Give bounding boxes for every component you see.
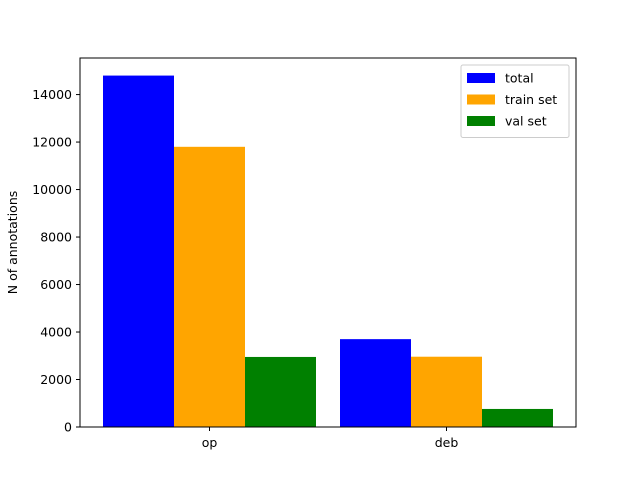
legend-label-train-set: train set	[505, 92, 557, 107]
y-tick-label: 14000	[32, 87, 72, 102]
bars-group	[103, 75, 553, 428]
bar-total-op	[103, 75, 174, 428]
bar-train-set-deb	[411, 356, 482, 427]
bar-val-set-op	[245, 356, 316, 427]
y-tick-label: 4000	[40, 325, 72, 340]
legend-swatch-total	[467, 73, 495, 83]
x-axis: op deb	[202, 427, 459, 450]
x-tick-label: deb	[435, 435, 459, 450]
bar-total-deb	[340, 339, 411, 427]
plot-frame	[79, 57, 577, 428]
bar-val-set-deb	[482, 408, 553, 427]
bar-train-set-op	[174, 146, 245, 427]
legend-swatch-val-set	[467, 116, 495, 126]
y-axis-label: N of annotations	[5, 191, 20, 295]
legend-label-total: total	[505, 71, 534, 86]
y-tick-label: 12000	[32, 135, 72, 150]
y-tick-label: 2000	[40, 372, 72, 387]
y-tick-label: 10000	[32, 182, 72, 197]
y-tick-label: 0	[64, 420, 72, 435]
y-tick-label: 8000	[40, 230, 72, 245]
legend-label-val-set: val set	[505, 114, 547, 129]
legend: total train set val set	[460, 64, 570, 138]
y-tick-label: 6000	[40, 277, 72, 292]
legend-swatch-train-set	[467, 94, 495, 105]
y-axis: 0 2000 4000 6000 8000 10000 12000 14000	[32, 87, 80, 435]
x-tick-label: op	[202, 435, 218, 450]
